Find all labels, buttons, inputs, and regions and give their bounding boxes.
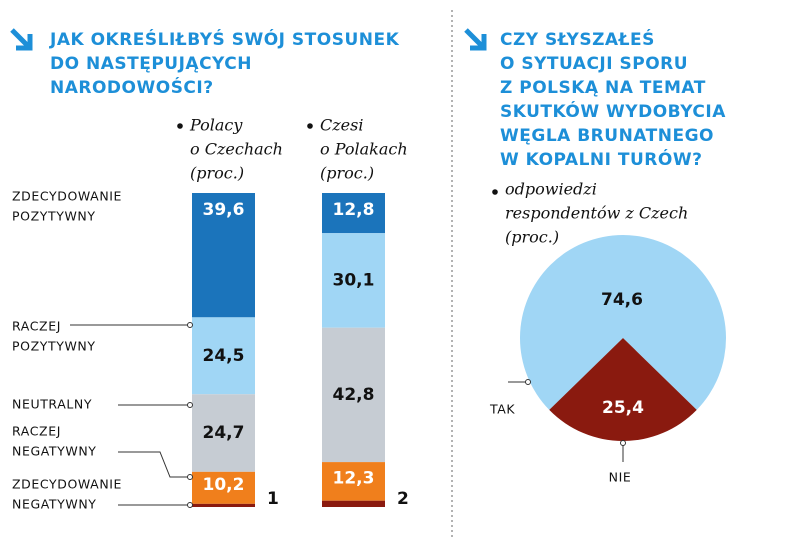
legend-bullet bbox=[177, 123, 183, 129]
category-label: TAK bbox=[489, 402, 515, 417]
leader-dot bbox=[525, 379, 531, 385]
value-label: 10,2 bbox=[203, 475, 245, 495]
leader-dot bbox=[187, 322, 193, 328]
legend-label: (proc.) bbox=[190, 164, 244, 183]
bar-segment bbox=[192, 193, 255, 318]
chart-title: CZY SŁYSZAŁEŚ bbox=[500, 28, 655, 50]
value-label: 74,6 bbox=[601, 290, 643, 310]
chart-title: O SYTUACJI SPORU bbox=[500, 54, 688, 74]
legend-bullet bbox=[307, 123, 313, 129]
bar-segment bbox=[322, 193, 385, 234]
legend-label: Polacy bbox=[189, 116, 243, 135]
chart-title: NARODOWOŚCI? bbox=[50, 76, 214, 98]
value-label: 30,1 bbox=[333, 270, 375, 290]
chart-title: W KOPALNI TURÓW? bbox=[500, 148, 702, 170]
category-label: ZDECYDOWANIE bbox=[12, 477, 122, 492]
value-label: 2 bbox=[397, 489, 409, 509]
bar-segment bbox=[322, 327, 385, 463]
bar-segment bbox=[322, 233, 385, 328]
value-label: 1 bbox=[267, 489, 279, 509]
category-label: NIE bbox=[609, 470, 632, 485]
bar-segment bbox=[192, 471, 255, 504]
pie-slice bbox=[520, 235, 727, 410]
category-label: NEGATYWNY bbox=[12, 497, 97, 512]
leader-dot bbox=[187, 402, 193, 408]
value-label: 24,7 bbox=[203, 423, 245, 443]
value-label: 39,6 bbox=[203, 200, 245, 220]
legend-label: o Polakach bbox=[320, 140, 408, 159]
value-label: 24,5 bbox=[203, 346, 245, 366]
leader-dot bbox=[187, 502, 193, 508]
legend-label: o Czechach bbox=[190, 140, 283, 159]
chart-title: JAK OKREŚLIŁBYŚ SWÓJ STOSUNEK bbox=[49, 28, 400, 50]
leader-dot bbox=[620, 440, 626, 446]
bar-segment bbox=[192, 394, 255, 472]
category-label: RACZEJ bbox=[12, 424, 61, 439]
chart-title: Z POLSKĄ NA TEMAT bbox=[500, 78, 706, 98]
category-label: POZYTYWNY bbox=[12, 209, 96, 224]
bar-segment bbox=[192, 503, 255, 507]
legend-label: respondentów z Czech bbox=[505, 204, 688, 223]
arrow-icon bbox=[464, 28, 487, 51]
bar-segment bbox=[322, 500, 385, 507]
legend-label: odpowiedzi bbox=[505, 180, 597, 199]
bar-segment bbox=[322, 462, 385, 501]
value-label: 12,8 bbox=[333, 200, 375, 220]
legend-label: Czesi bbox=[320, 116, 363, 135]
chart-title: DO NASTĘPUJĄCYCH bbox=[50, 54, 252, 74]
legend-label: (proc.) bbox=[320, 164, 374, 183]
value-label: 25,4 bbox=[602, 398, 644, 418]
category-label: RACZEJ bbox=[12, 319, 61, 334]
value-label: 12,3 bbox=[333, 468, 375, 488]
leader-dot bbox=[187, 474, 193, 480]
category-label: ZDECYDOWANIE bbox=[12, 189, 122, 204]
arrow-icon bbox=[10, 28, 33, 51]
category-label: POZYTYWNY bbox=[12, 339, 96, 354]
legend-label: (proc.) bbox=[505, 228, 559, 247]
category-label: NEGATYWNY bbox=[12, 444, 97, 459]
chart-title: SKUTKÓW WYDOBYCIA bbox=[500, 100, 726, 122]
category-label: NEUTRALNY bbox=[12, 397, 92, 412]
legend-bullet bbox=[492, 189, 498, 195]
value-label: 42,8 bbox=[333, 385, 375, 405]
bar-segment bbox=[192, 317, 255, 395]
leader-line bbox=[118, 451, 190, 478]
chart-title: WĘGLA BRUNATNEGO bbox=[500, 126, 714, 146]
pie-slice bbox=[549, 338, 697, 442]
